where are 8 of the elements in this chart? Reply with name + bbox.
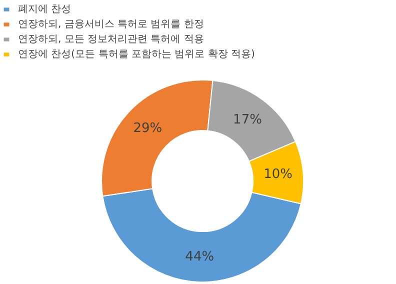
legend-label: 폐지에 찬성 — [18, 3, 72, 16]
data-label: 44% — [185, 250, 214, 265]
data-label: 29% — [133, 121, 162, 136]
data-label: 17% — [233, 112, 262, 128]
legend-label: 연장에 찬성(모든 특허를 포함하는 범위로 확장 적용) — [18, 48, 255, 61]
data-label: 10% — [264, 166, 292, 182]
legend-label: 연장하되, 금융서비스 특허로 범위를 한정 — [18, 18, 204, 31]
legend-label: 연장하되, 모든 정보처리관련 특허에 적용 — [18, 33, 204, 46]
